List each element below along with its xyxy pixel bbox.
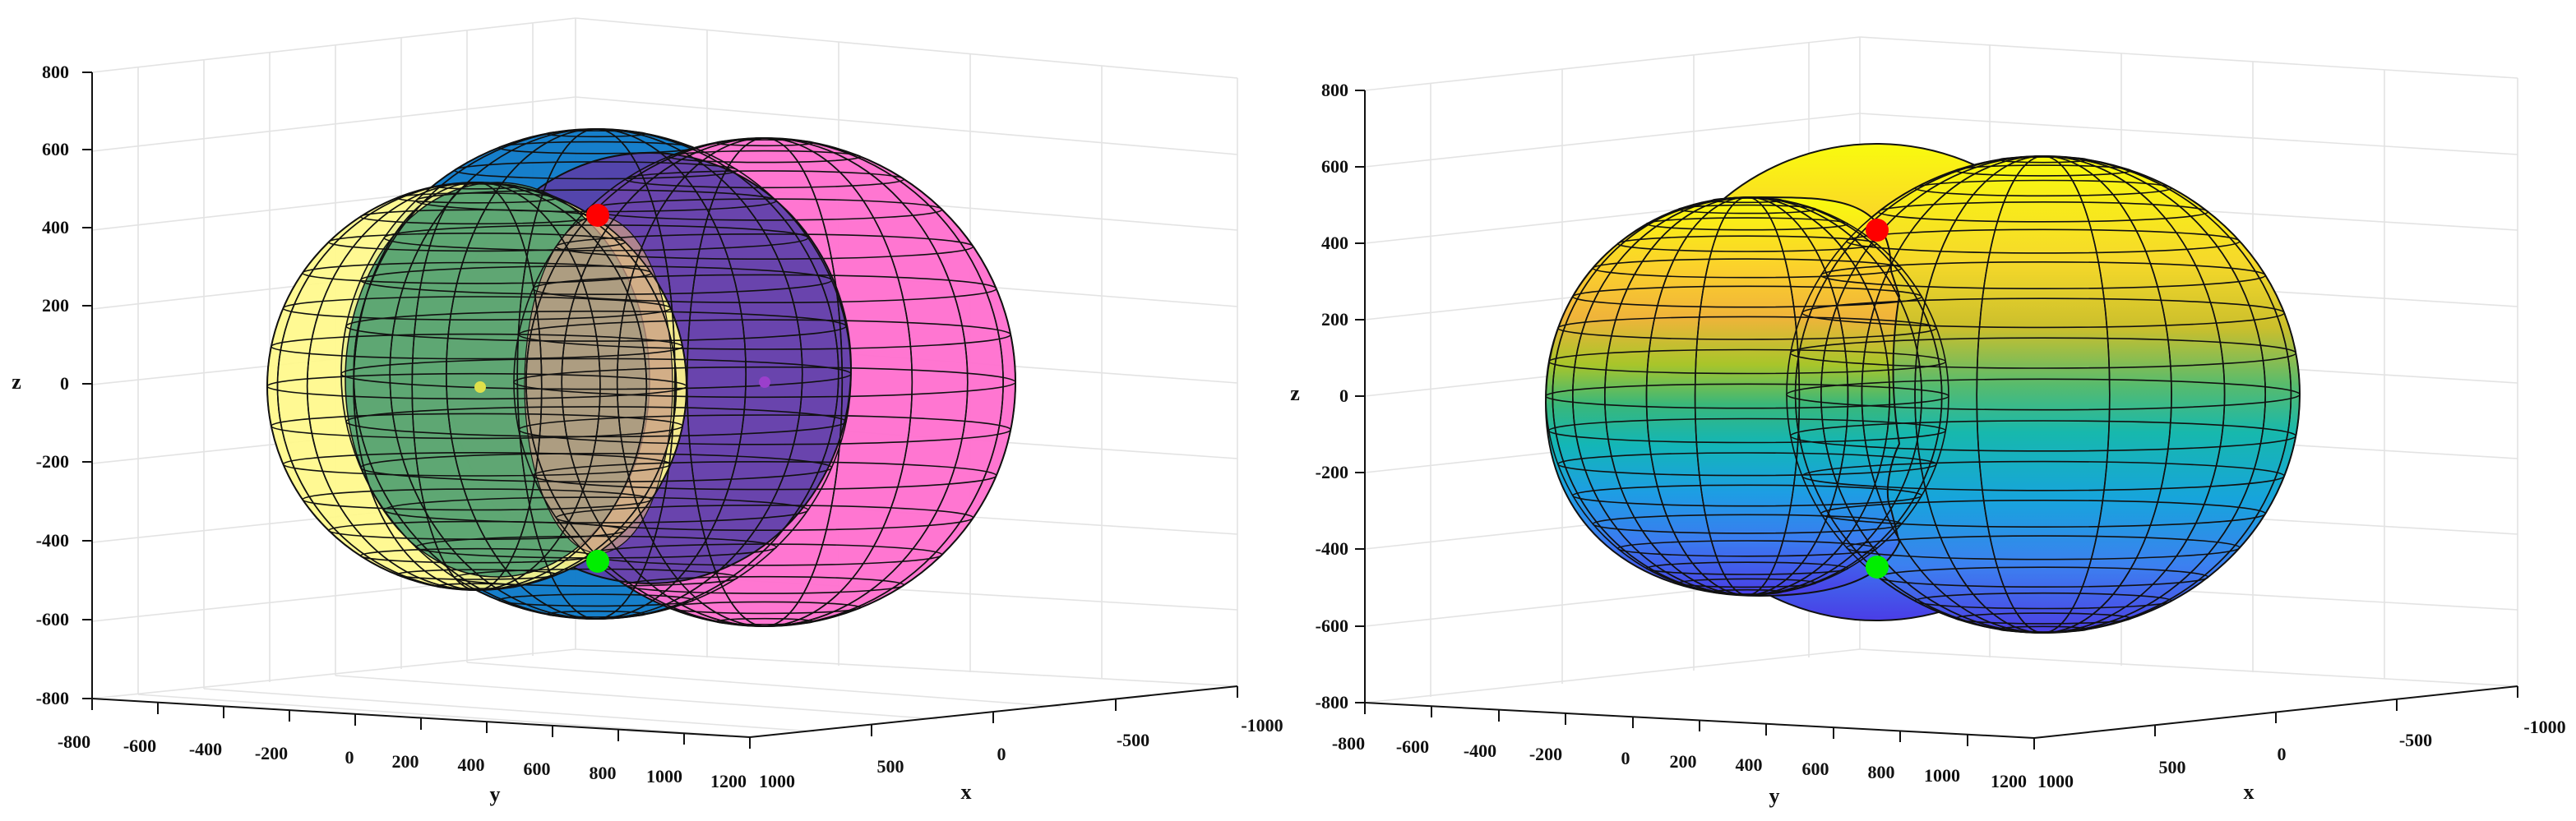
y-tick-label: 1200 — [710, 771, 747, 791]
z-axis-right: 800 600 400 200 0 -200 -400 -600 -800 z — [1290, 80, 1365, 713]
y-tick-label: 0 — [1621, 748, 1630, 768]
y-tick-label: -400 — [189, 739, 222, 759]
z-axis-left: 800 600 400 200 0 -200 -400 -600 -800 z — [12, 62, 92, 708]
y-tick-label: -400 — [1464, 740, 1496, 761]
y-tick-label: 600 — [1802, 759, 1829, 779]
y-tick-label: -600 — [123, 736, 156, 756]
y-tick-label: 1000 — [1924, 765, 1960, 786]
z-tick-label: 600 — [1321, 156, 1348, 177]
z-tick-label: 200 — [1321, 309, 1348, 330]
mesh-longitude — [1552, 196, 1943, 596]
z-tick-label: -600 — [1316, 616, 1348, 636]
sphere-left — [1544, 196, 1901, 597]
z-axis-label: z — [12, 370, 21, 394]
x-tick-label: -500 — [1117, 730, 1149, 750]
center-purple — [759, 376, 770, 388]
z-tick-label: 600 — [42, 139, 69, 159]
x-tick-label: 0 — [2278, 744, 2287, 764]
z-tick-label: 400 — [42, 217, 69, 238]
z-tick-label: -200 — [36, 451, 69, 472]
y-tick-label: 200 — [1670, 751, 1697, 772]
y-tick-label: 400 — [1736, 754, 1763, 775]
x-tick-label: 1000 — [2037, 771, 2074, 791]
y-tick-label: 0 — [345, 747, 354, 768]
x-tick-label: -1000 — [1241, 715, 1283, 736]
z-tick-label: -800 — [1316, 692, 1348, 713]
x-axis-left: 1000 500 0 -500 -1000 x — [749, 686, 1283, 804]
z-tick-label: 0 — [60, 373, 69, 394]
y-tick-label: -800 — [58, 731, 90, 752]
mesh-longitude — [276, 182, 678, 591]
y-tick-label: -200 — [255, 743, 288, 763]
y-tick-label: -200 — [1529, 744, 1562, 764]
y-tick-label: 1200 — [1991, 771, 2027, 791]
z-tick-label: -400 — [1316, 538, 1348, 559]
x-tick-label: 500 — [877, 756, 904, 777]
y-tick-label: 400 — [458, 754, 485, 775]
mesh-longitude — [525, 137, 1004, 627]
y-tick-label: 800 — [590, 763, 617, 783]
chart-panel-left: 800 600 400 200 0 -200 -400 -600 -800 z … — [12, 17, 1283, 806]
chart-panel-right: 800 600 400 200 0 -200 -400 -600 -800 z … — [1290, 36, 2566, 808]
z-tick-label: -800 — [36, 688, 69, 708]
z-axis-label: z — [1290, 381, 1300, 405]
x-tick-label: 0 — [997, 744, 1006, 764]
x-tick-label: -500 — [2399, 730, 2432, 750]
x-axis-right: 1000 500 0 -500 -1000 x — [2033, 686, 2566, 804]
z-tick-label: -400 — [36, 530, 69, 551]
y-tick-label: -600 — [1396, 736, 1429, 757]
y-tick-label: 1000 — [646, 766, 682, 786]
z-tick-label: 0 — [1339, 385, 1348, 406]
y-tick-label: 600 — [524, 759, 551, 779]
x-axis-label: x — [961, 780, 972, 804]
y-axis-label: y — [1769, 784, 1780, 808]
z-tick-label: 800 — [1321, 80, 1348, 100]
point-red — [1866, 219, 1889, 242]
point-red — [586, 204, 609, 227]
z-tick-label: -600 — [36, 609, 69, 630]
point-green — [586, 550, 609, 573]
y-axis-label: y — [490, 782, 501, 806]
x-tick-label: -1000 — [2523, 717, 2565, 737]
mesh-left — [266, 128, 1016, 627]
y-tick-label: -800 — [1332, 733, 1365, 754]
point-green — [1866, 556, 1889, 579]
mesh-right — [1545, 155, 2301, 634]
z-tick-label: -200 — [1316, 462, 1348, 482]
z-tick-label: 400 — [1321, 233, 1348, 253]
x-tick-label: 1000 — [759, 771, 795, 791]
x-axis-label: x — [2244, 780, 2255, 804]
y-axis-left: -800 -600 -400 -200 0 200 400 600 800 10… — [58, 699, 751, 806]
x-tick-label: 500 — [2159, 757, 2186, 777]
z-tick-label: 200 — [42, 295, 69, 316]
y-axis-right: -800 -600 -400 -200 0 200 400 600 800 10… — [1332, 703, 2035, 808]
z-tick-label: 800 — [42, 62, 69, 82]
center-yellow — [474, 381, 486, 393]
y-tick-label: 200 — [392, 751, 419, 772]
y-tick-label: 800 — [1868, 762, 1895, 782]
mesh-longitude — [1794, 155, 2292, 634]
